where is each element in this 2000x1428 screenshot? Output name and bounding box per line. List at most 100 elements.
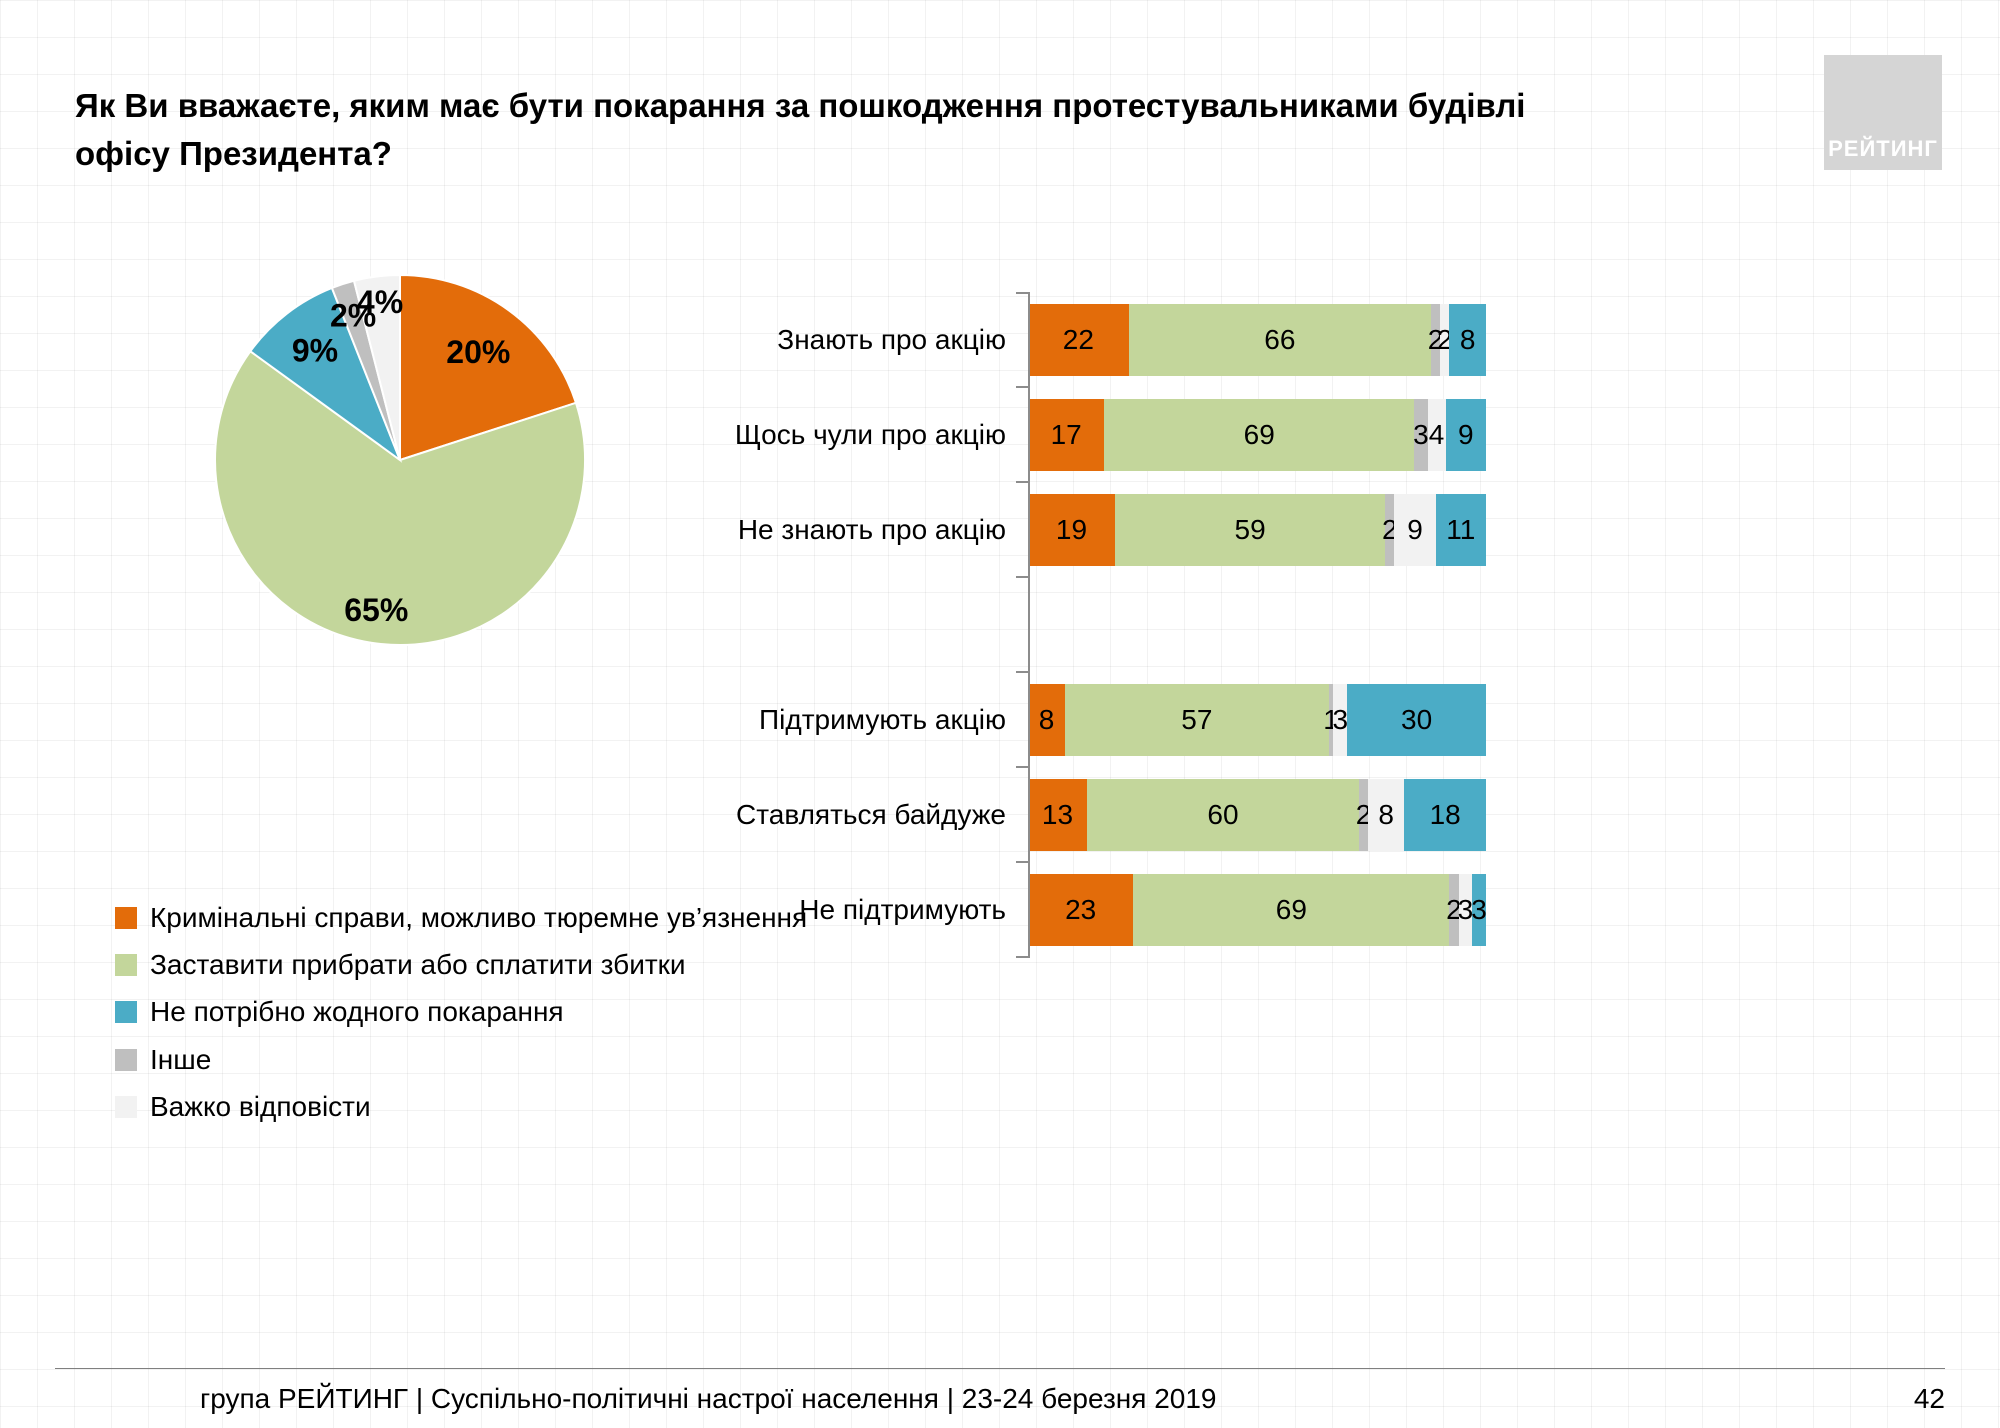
bar-segment: 17 <box>1028 398 1105 471</box>
bar-segment: 8 <box>1028 683 1065 756</box>
pie-value-label: 9% <box>292 332 338 368</box>
bar-segment: 30 <box>1347 683 1486 756</box>
bar-value-label: 3 <box>1413 418 1429 450</box>
pie-value-label: 65% <box>344 592 408 628</box>
legend-swatch <box>115 954 137 977</box>
legend-label: Заставити прибрати або сплатити збитки <box>150 949 686 981</box>
bar-segment: 4 <box>1427 398 1446 471</box>
legend-label: Не потрібно жодного покарання <box>150 996 564 1028</box>
bar-segment: 3 <box>1332 683 1348 756</box>
bar-value-label: 11 <box>1446 513 1476 545</box>
bar-value-label: 59 <box>1234 513 1266 545</box>
bar-segment: 59 <box>1115 493 1386 566</box>
legend-swatch <box>115 1095 137 1118</box>
bar-track: 13 60 2 8 18 <box>1028 778 1486 851</box>
bar-value-label: 66 <box>1264 323 1296 355</box>
bar-segment: 57 <box>1065 683 1329 756</box>
bar-segment: 3 <box>1457 873 1474 946</box>
bar-category-label: Не підтримують <box>799 893 1006 925</box>
bar-value-label: 19 <box>1055 513 1088 545</box>
bar-value-label: 69 <box>1243 418 1275 450</box>
legend-swatch <box>115 907 137 930</box>
bar-segment: 3 <box>1413 398 1429 471</box>
page-title: Як Ви вважаєте, яким має бути покарання … <box>75 82 1575 178</box>
legend-label: Важко відповісти <box>150 1090 371 1122</box>
bar-value-label: 4 <box>1428 418 1445 450</box>
title-line-2: офісу Президента? <box>75 134 392 172</box>
bar-value-label: 2 <box>1436 323 1453 355</box>
bar-row: Щось чули про акцію 17 69 3 4 9 <box>728 387 1486 482</box>
bar-category-label: Підтримують акцію <box>759 703 1006 735</box>
bar-segment: 2 <box>1382 493 1398 566</box>
bar-segment: 2 <box>1356 778 1371 851</box>
bar-segment: 9 <box>1394 493 1436 566</box>
bar-value-label: 3 <box>1457 893 1474 925</box>
pie-slice <box>352 273 401 461</box>
axis-tick <box>1016 481 1030 483</box>
bar-value-label: 2 <box>1446 893 1462 925</box>
axis-tick <box>1016 861 1030 863</box>
bar-value-label: 17 <box>1050 418 1082 450</box>
legend-item: Інше <box>115 1044 807 1076</box>
bar-value-label: 13 <box>1041 798 1074 830</box>
bar-row: Підтримують акцію 8 57 1 3 30 <box>728 672 1486 767</box>
bar-value-label: 8 <box>1038 703 1055 735</box>
pie-slice <box>399 273 578 462</box>
legend-label: Кримінальні справи, можливо тюремне ув’я… <box>150 902 808 933</box>
bar-segment: 2 <box>1437 303 1453 376</box>
bar-value-label: 2 <box>1382 513 1398 545</box>
axis-tick <box>1016 766 1030 768</box>
logo-label: РЕЙТИНГ <box>1828 136 1938 161</box>
bar-track: 8 57 1 3 30 <box>1028 683 1486 756</box>
bar-segment: 13 <box>1028 778 1087 851</box>
bar-segment: 3 <box>1471 873 1487 946</box>
bar-category-label: Ставляться байдуже <box>736 798 1006 830</box>
bar-segment: 9 <box>1445 398 1486 471</box>
bar-value-label: 18 <box>1429 798 1461 830</box>
pie-slice <box>214 349 586 646</box>
bar-rows: Знають про акцію 22 66 2 2 8 Щось чули про акц… <box>728 292 1488 957</box>
bar-value-label: 2 <box>1427 323 1444 355</box>
bar-category-label: Не знають про акцію <box>737 513 1006 545</box>
bar-value-label: 22 <box>1062 323 1094 355</box>
axis-tick <box>1016 671 1030 673</box>
bar-track: 22 66 2 2 8 <box>1028 303 1486 376</box>
pie-value-label: 20% <box>446 334 510 370</box>
bar-value-label: 23 <box>1065 893 1097 925</box>
bar-value-label: 3 <box>1471 893 1487 925</box>
rating-group-logo: РЕЙТИНГ <box>1824 55 1942 170</box>
bar-segment: 2 <box>1428 303 1443 376</box>
axis-tick <box>1016 292 1030 294</box>
axis-tick <box>1016 576 1030 578</box>
bar-row: Не підтримують 23 69 2 3 3 <box>728 862 1487 957</box>
legend-item: Не потрібно жодного покарання <box>115 996 807 1028</box>
bar-value-label: 9 <box>1407 513 1423 545</box>
legend-item: Кримінальні справи, можливо тюремне ув’я… <box>115 902 807 934</box>
bar-segment: 2 <box>1446 873 1462 946</box>
bar-row: Не знають про акцію 19 59 2 9 11 <box>728 482 1486 577</box>
pie-value-label: 4% <box>357 284 403 320</box>
bar-category-label: Щось чули про акцію <box>734 418 1006 450</box>
bar-value-label: 9 <box>1457 418 1474 450</box>
legend-swatch <box>115 1048 137 1071</box>
bar-segment: 66 <box>1128 303 1432 376</box>
stacked-bar-chart: Знають про акцію 22 66 2 2 8 Щось чули про акц… <box>728 292 1488 958</box>
bar-value-label: 69 <box>1275 893 1307 925</box>
title-line-1: Як Ви вважаєте, яким має бути покарання … <box>75 87 1526 124</box>
pie-slice <box>248 286 403 463</box>
bar-segment: 22 <box>1028 303 1129 376</box>
bar-value-label: 60 <box>1207 798 1239 830</box>
legend-swatch <box>115 1001 137 1024</box>
bar-segment: 69 <box>1133 873 1450 946</box>
bar-category-label: Знають про акцію <box>777 323 1006 355</box>
bar-row: Знають про акцію 22 66 2 2 8 <box>728 292 1486 387</box>
bar-segment: 60 <box>1086 778 1360 851</box>
bar-row: Ставляться байдуже 13 60 2 8 18 <box>728 767 1486 862</box>
legend: Кримінальні справи, можливо тюремне ув’я… <box>115 902 807 1123</box>
bar-value-label: 8 <box>1378 798 1394 830</box>
pie-svg: 20% 65% 9%2%4% <box>214 273 586 646</box>
bar-segment: 8 <box>1368 778 1405 851</box>
bar-axis <box>1016 292 1030 958</box>
bar-value-label: 2 <box>1355 798 1372 830</box>
